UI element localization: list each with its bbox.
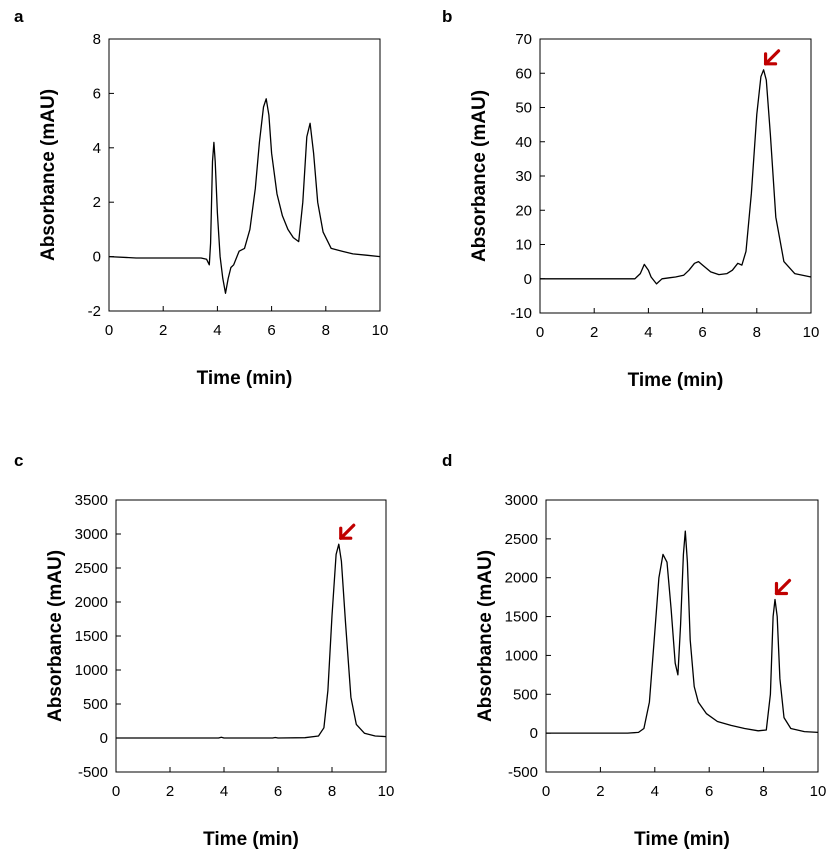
panel-c-y-axis-title: Absorbance (mAU) xyxy=(45,550,66,722)
panel-a-x-tick-label: 8 xyxy=(322,322,330,339)
panel-a-x-tick-label: 10 xyxy=(372,322,389,339)
panel-d-y-axis-title: Absorbance (mAU) xyxy=(475,550,496,722)
panel-c-x-tick-label: 10 xyxy=(378,783,395,800)
panel-a-series-line xyxy=(108,98,381,294)
panel-a-x-tick-label: 6 xyxy=(267,322,275,339)
panel-d-x-tick-label: 8 xyxy=(759,783,767,800)
panel-c-y-tick-label: 3500 xyxy=(75,492,108,509)
panel-d-x-tick-label: 6 xyxy=(705,783,713,800)
panel-d-x-tick-label: 10 xyxy=(810,783,827,800)
panel-d-plot-frame xyxy=(545,499,819,773)
panel-c-peak-arrow-head xyxy=(339,526,353,540)
panel-b-y-axis-title: Absorbance (mAU) xyxy=(469,90,490,262)
panel-d-y-tick-label: 3000 xyxy=(505,492,538,509)
panel-d-x-tick-label: 0 xyxy=(542,783,550,800)
panel-b-y-tick-label: -10 xyxy=(510,305,532,322)
panel-c-y-tick-label: 3000 xyxy=(75,526,108,543)
panel-c-peak-arrow-icon xyxy=(339,523,356,540)
panel-c-y-tick-label: 1000 xyxy=(75,662,108,679)
panel-b-x-tick-label: 8 xyxy=(753,324,761,341)
panel-a-plot-frame xyxy=(108,38,381,312)
panel-c-plot-frame xyxy=(115,499,387,773)
panel-b-peak-arrow-icon xyxy=(763,49,781,66)
panel-b-y-tick-label: 70 xyxy=(515,31,532,48)
panel-d: d0 2 4 6 8 10-500050010001500200025003000Time… xyxy=(442,451,826,850)
panel-d-y-tick-label: 2000 xyxy=(505,570,538,587)
panel-c-x-tick-label: 2 xyxy=(166,783,174,800)
panel-a-y-tick-label: 0 xyxy=(93,249,101,266)
panel-c-y-tick-label: 1500 xyxy=(75,628,108,645)
panel-a-y-tick-label: 8 xyxy=(93,31,101,48)
panel-b-y-tick-label: 40 xyxy=(515,134,532,151)
panel-a-x-tick-label: 2 xyxy=(159,322,167,339)
panel-b-x-tick-label: 10 xyxy=(803,324,820,341)
panel-b-x-tick-label: 2 xyxy=(590,324,598,341)
panel-d-y-tick-label: 0 xyxy=(530,725,538,742)
panel-d-series-line xyxy=(546,530,819,734)
panel-b-y-tick-label: 60 xyxy=(515,65,532,82)
panel-b-x-tick-label: 0 xyxy=(536,324,544,341)
panel-c-y-tick-label: 500 xyxy=(83,696,108,713)
panel-c-label: c xyxy=(14,451,23,470)
panel-c-x-tick-label: 0 xyxy=(112,783,120,800)
panel-c-x-tick-label: 4 xyxy=(220,783,228,800)
panel-b-peak-arrow-head xyxy=(763,52,778,66)
panel-b-x-tick-label: 4 xyxy=(644,324,652,341)
panel-d-y-tick-label: -500 xyxy=(508,764,538,781)
panel-d-label: d xyxy=(442,451,452,470)
panel-d-x-tick-label: 4 xyxy=(651,783,659,800)
panel-a-label: a xyxy=(14,7,24,26)
panel-b-y-tick-label: 30 xyxy=(515,168,532,185)
panel-b-series-line xyxy=(540,69,812,285)
panel-d-x-axis-title: Time (min) xyxy=(634,829,730,850)
panel-a-y-tick-label: 2 xyxy=(93,194,101,211)
panel-b-label: b xyxy=(442,7,452,26)
panel-d-y-tick-label: 2500 xyxy=(505,531,538,548)
panel-c: c0 2 4 6 8 10-5000500100015002000250030003500… xyxy=(14,451,394,850)
panel-d-x-tick-label: 2 xyxy=(596,783,604,800)
panel-d-y-tick-label: 1000 xyxy=(505,647,538,664)
panel-d-y-tick-label: 1500 xyxy=(505,609,538,626)
panel-d-peak-arrow-shaft xyxy=(774,578,792,596)
panel-a-x-axis-title: Time (min) xyxy=(197,368,293,389)
panel-c-peak-arrow-shaft xyxy=(339,523,356,540)
panel-b-y-tick-label: 10 xyxy=(515,237,532,254)
panel-c-x-axis-title: Time (min) xyxy=(203,829,299,850)
panel-a-y-tick-label: -2 xyxy=(88,303,101,320)
panel-b-y-tick-label: 50 xyxy=(515,100,532,117)
panel-c-y-tick-label: -500 xyxy=(78,764,108,781)
panel-a-y-tick-label: 6 xyxy=(93,85,101,102)
panel-c-x-tick-label: 8 xyxy=(328,783,336,800)
panel-d-peak-arrow-icon xyxy=(774,578,792,596)
panel-b-peak-arrow-shaft xyxy=(763,49,781,66)
panel-b-y-tick-label: 0 xyxy=(524,271,532,288)
panel-a-y-tick-label: 4 xyxy=(93,140,101,157)
panel-a-y-axis-title: Absorbance (mAU) xyxy=(38,89,59,261)
panel-b-x-tick-label: 6 xyxy=(698,324,706,341)
panel-b-plot-frame xyxy=(539,38,812,314)
panel-d-peak-arrow-head xyxy=(774,581,789,596)
panel-d-y-tick-label: 500 xyxy=(513,686,538,703)
panel-a-x-tick-label: 0 xyxy=(105,322,113,339)
panel-c-x-tick-label: 6 xyxy=(274,783,282,800)
panel-a-x-tick-label: 4 xyxy=(213,322,221,339)
panel-c-y-tick-label: 0 xyxy=(100,730,108,747)
panel-c-y-tick-label: 2000 xyxy=(75,594,108,611)
panel-c-series-line xyxy=(116,543,387,739)
panel-b-x-axis-title: Time (min) xyxy=(628,370,724,391)
panel-b-y-tick-label: 20 xyxy=(515,202,532,219)
panel-c-y-tick-label: 2500 xyxy=(75,560,108,577)
